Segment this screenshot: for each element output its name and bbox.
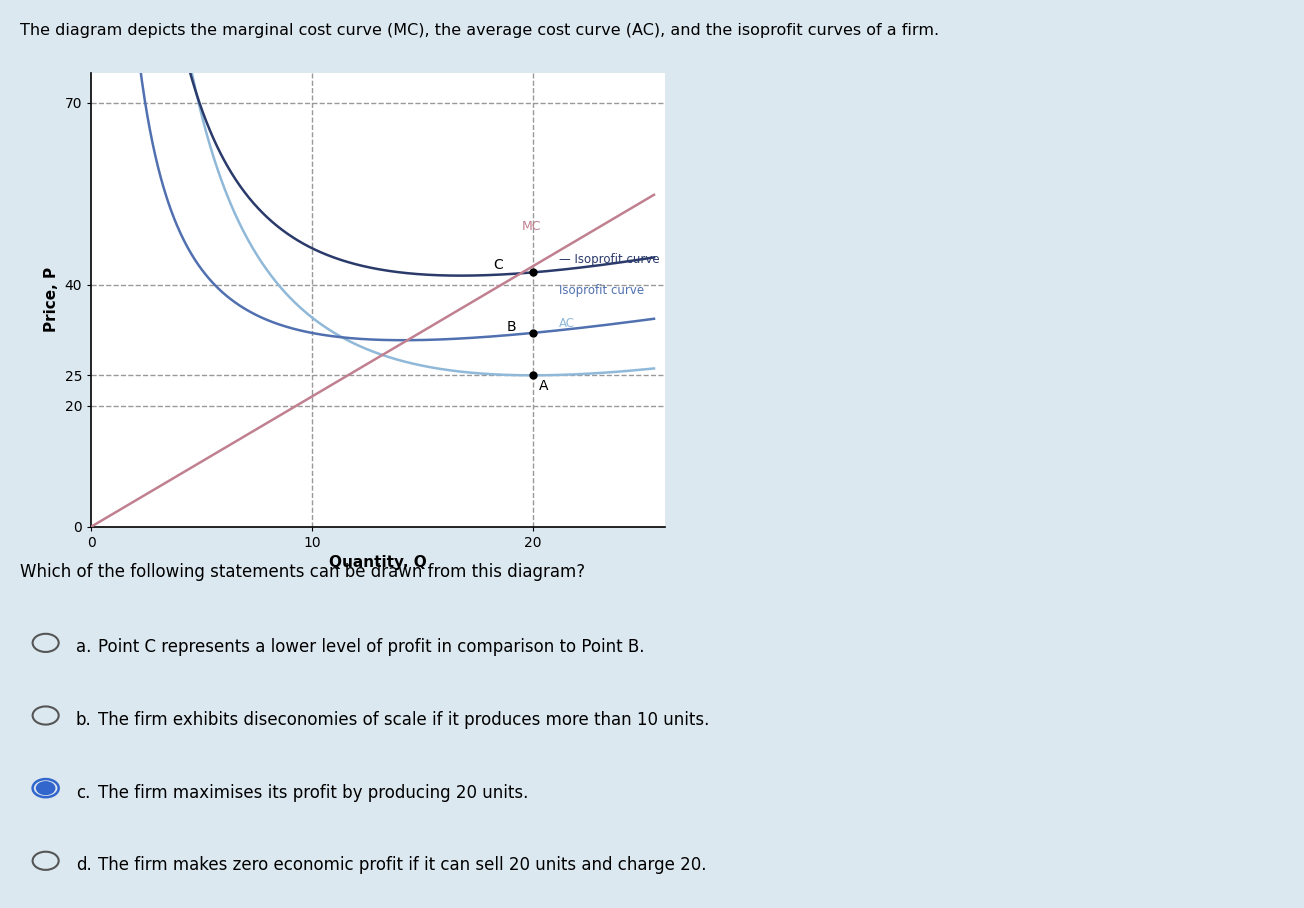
Text: C: C (493, 259, 502, 272)
Text: The firm maximises its profit by producing 20 units.: The firm maximises its profit by produci… (98, 784, 528, 802)
Text: b.: b. (76, 711, 91, 729)
Text: a.: a. (76, 638, 91, 656)
Text: Which of the following statements can be drawn from this diagram?: Which of the following statements can be… (20, 563, 584, 581)
Text: A: A (540, 380, 549, 393)
Text: — Isoprofit curve: — Isoprofit curve (559, 253, 660, 266)
Text: The firm makes zero economic profit if it can sell 20 units and charge 20.: The firm makes zero economic profit if i… (98, 856, 707, 874)
Text: B: B (506, 321, 516, 334)
Text: Isoprofit curve: Isoprofit curve (559, 283, 644, 297)
Text: d.: d. (76, 856, 91, 874)
X-axis label: Quantity, Q: Quantity, Q (330, 555, 426, 570)
Text: AC: AC (559, 317, 575, 330)
Text: c.: c. (76, 784, 90, 802)
Text: MC: MC (522, 220, 541, 233)
Text: The diagram depicts the marginal cost curve (MC), the average cost curve (AC), a: The diagram depicts the marginal cost cu… (20, 23, 939, 38)
Text: The firm exhibits diseconomies of scale if it produces more than 10 units.: The firm exhibits diseconomies of scale … (98, 711, 709, 729)
Y-axis label: Price, P: Price, P (44, 267, 59, 332)
Text: Point C represents a lower level of profit in comparison to Point B.: Point C represents a lower level of prof… (98, 638, 644, 656)
